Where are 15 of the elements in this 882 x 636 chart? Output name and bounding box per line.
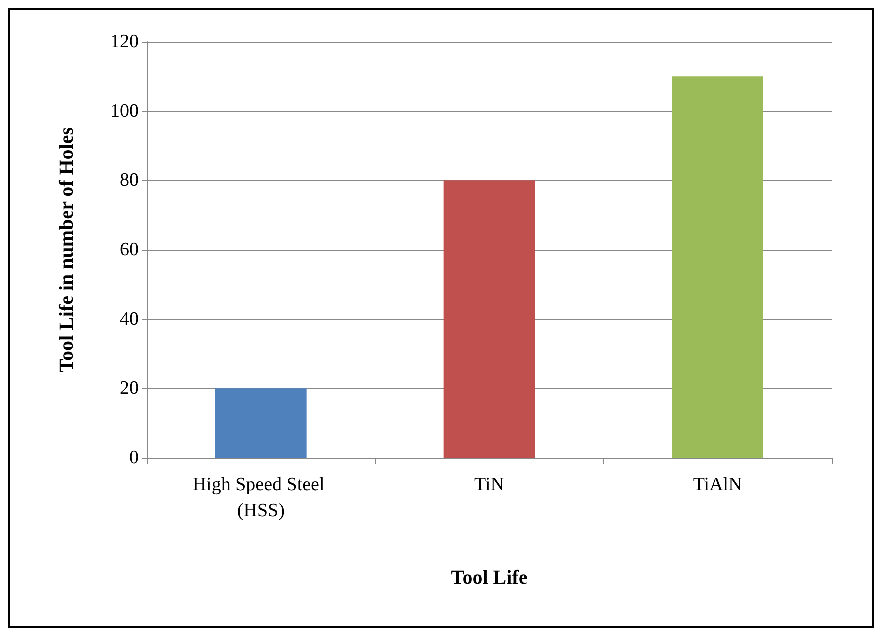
x-tick-label: TiAlN bbox=[693, 474, 743, 496]
bar bbox=[444, 180, 536, 458]
y-tick-label: 20 bbox=[120, 378, 139, 400]
y-tick-label: 40 bbox=[120, 308, 139, 330]
x-tick-label: TiN bbox=[474, 474, 505, 496]
bar bbox=[672, 76, 764, 458]
y-tick-label: 0 bbox=[130, 448, 139, 468]
x-axis-title: Tool Life bbox=[451, 567, 528, 589]
x-tick-label: High Speed Steel (HSS) bbox=[192, 474, 330, 522]
y-tick-label: 120 bbox=[110, 32, 139, 52]
y-axis-title: Tool Life in number of Holes bbox=[56, 127, 78, 373]
y-tick-label: 100 bbox=[110, 100, 139, 122]
bar bbox=[216, 388, 307, 458]
y-tick-label: 60 bbox=[120, 240, 139, 260]
y-tick-label: 80 bbox=[120, 170, 139, 192]
